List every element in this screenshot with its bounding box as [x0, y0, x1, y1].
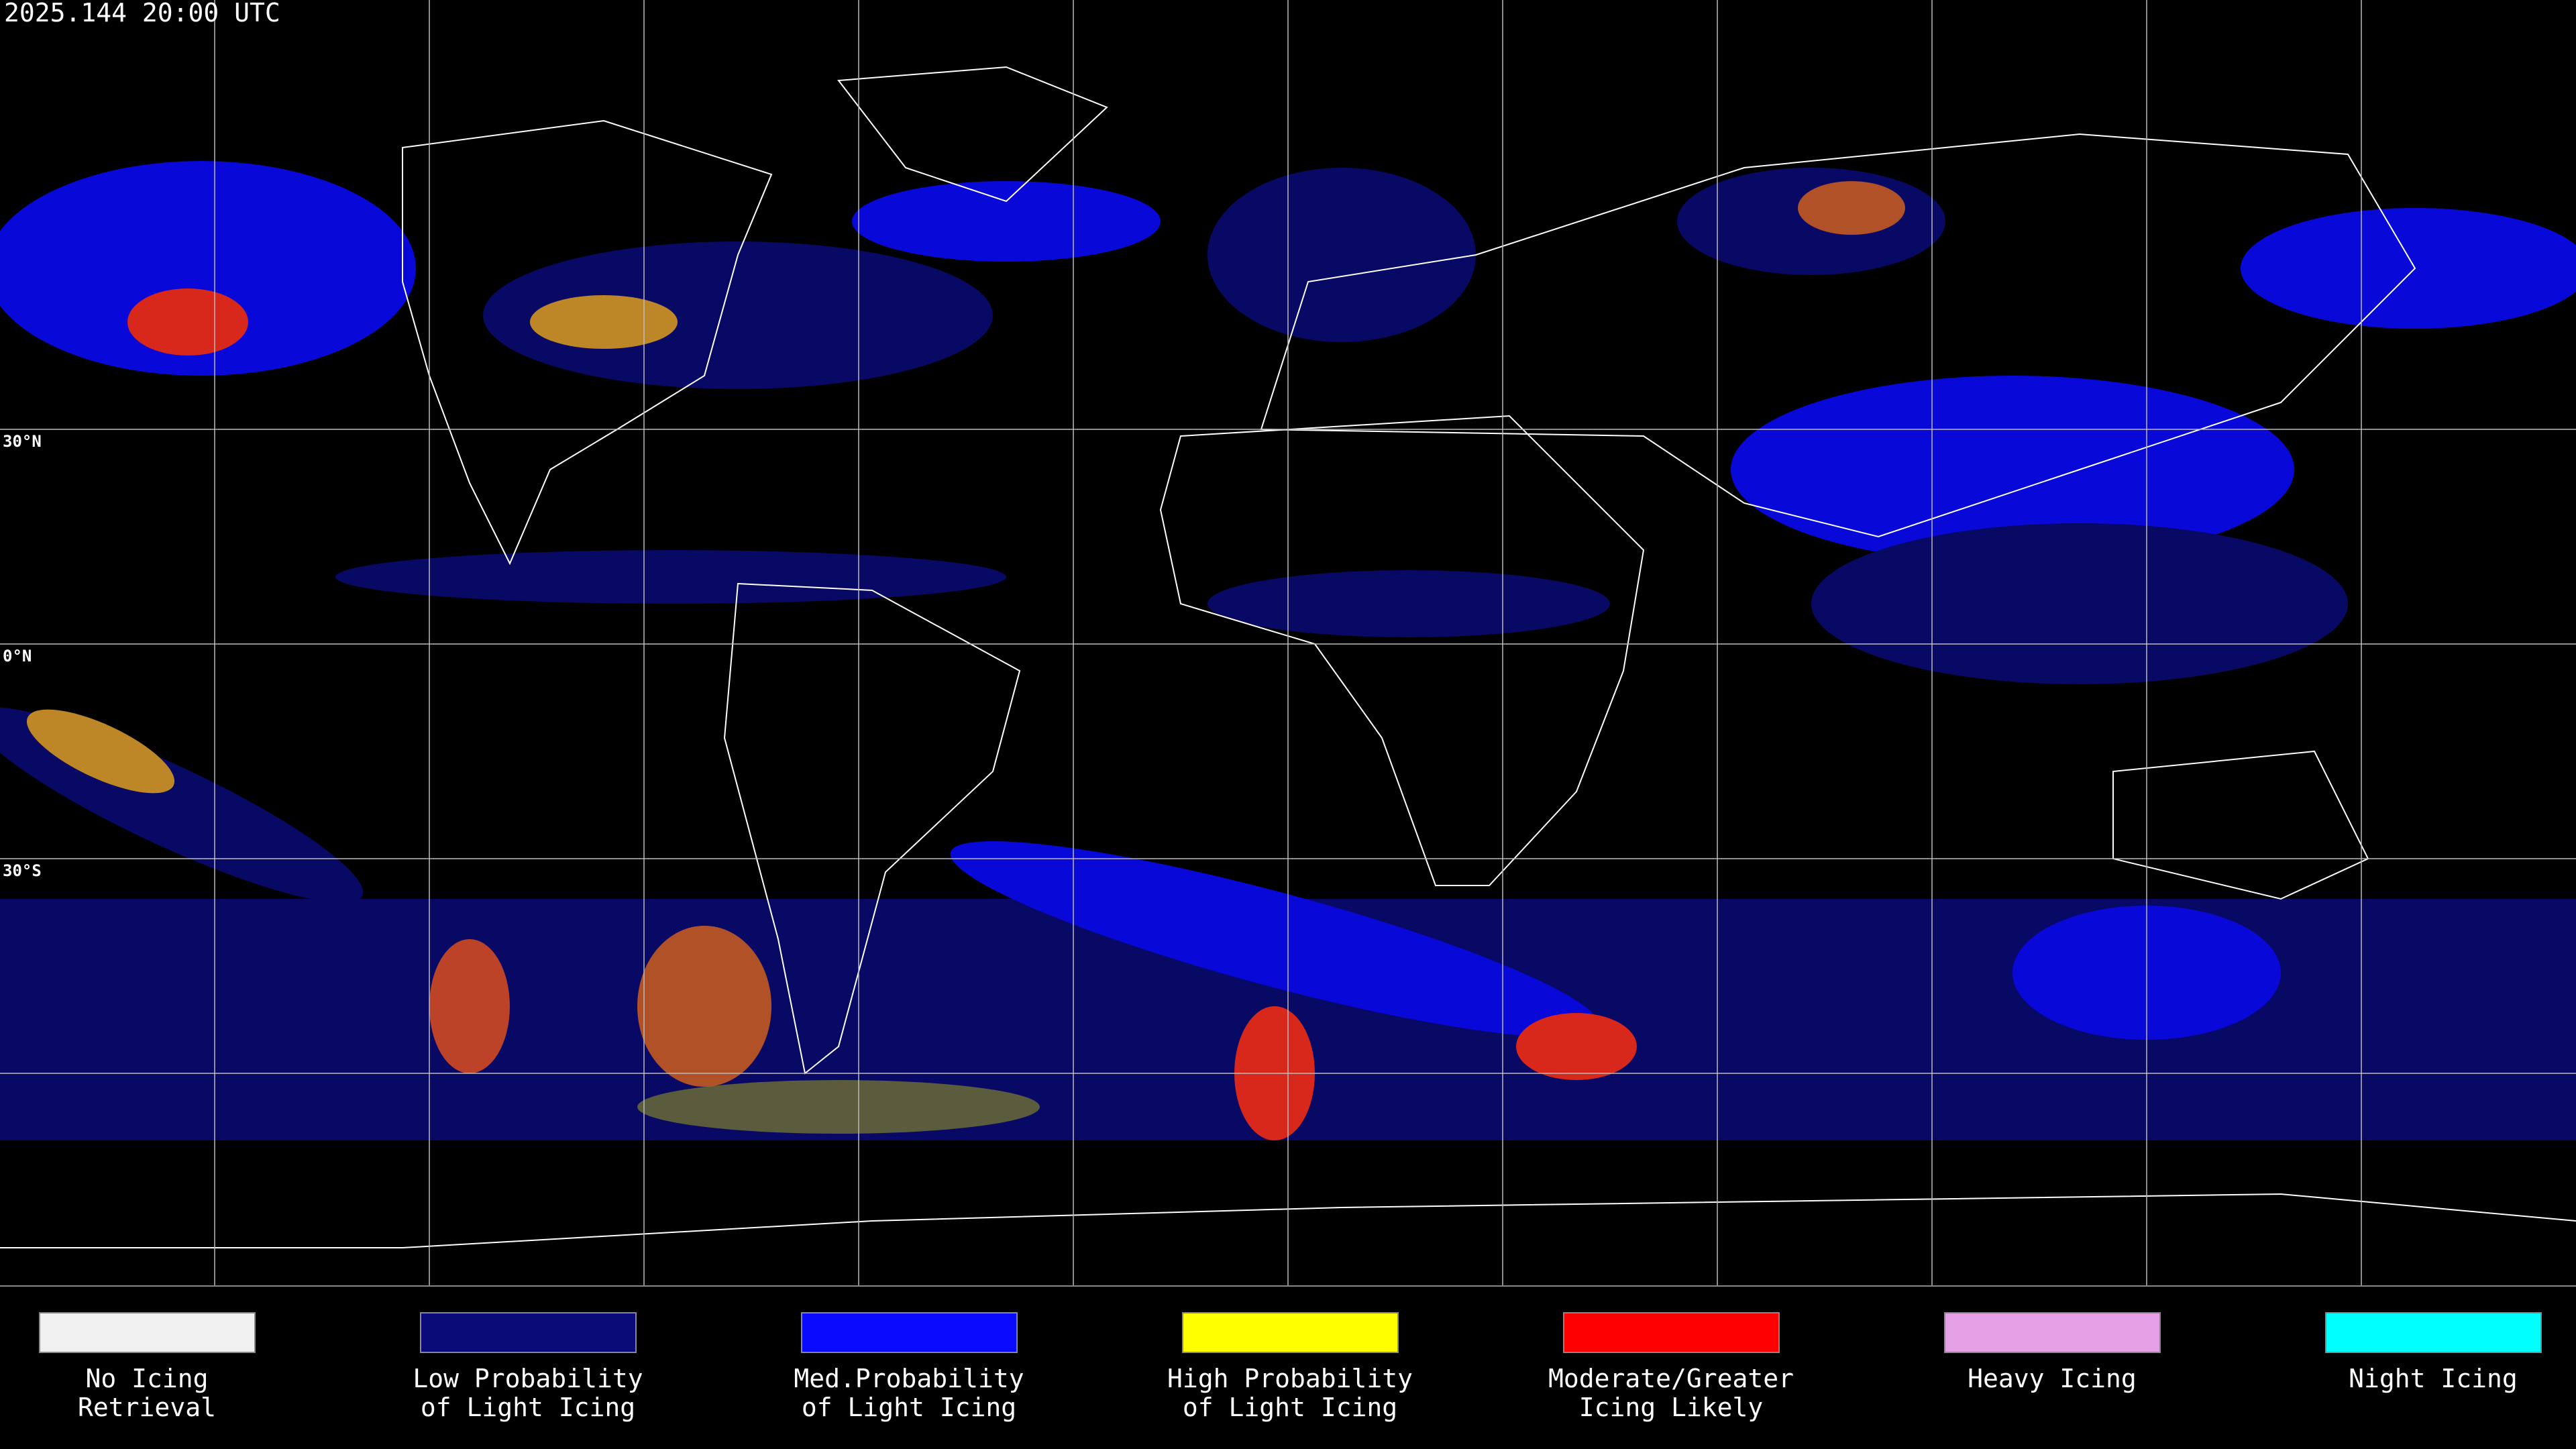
legend-label: Icing Likely — [1579, 1393, 1764, 1422]
latitude-label: 30°S — [3, 861, 42, 880]
legend-label: Heavy Icing — [1968, 1364, 2137, 1393]
legend-label: Med.Probability — [794, 1364, 1024, 1393]
cloud-area — [852, 181, 1161, 262]
legend-swatch — [1563, 1312, 1780, 1353]
legend-label: Low Probability — [413, 1364, 643, 1393]
legend-label: No Icing — [85, 1364, 208, 1393]
legend-item: Night Icing — [2325, 1312, 2542, 1393]
legend-item: Heavy Icing — [1944, 1312, 2161, 1393]
legend-label: Retrieval — [78, 1393, 216, 1422]
legend-label: Night Icing — [2349, 1364, 2518, 1393]
legend-label: of Light Icing — [802, 1393, 1016, 1422]
latitude-labels: 30°N 0°N 30°S — [3, 432, 42, 880]
cloud-area — [1208, 570, 1610, 637]
cloud-area — [335, 550, 1006, 604]
coastline — [2112, 750, 2369, 900]
cloud-area — [530, 295, 678, 349]
cloud-area — [637, 926, 771, 1087]
cloud-area — [127, 288, 248, 356]
coastline — [0, 1193, 2576, 1248]
legend-label: High Probability — [1167, 1364, 1413, 1393]
coastlines — [0, 66, 2576, 1248]
legend-swatch — [39, 1312, 256, 1353]
timestamp: 2025.144 20:00 UTC — [4, 0, 280, 28]
latitude-label: 0°N — [3, 647, 32, 665]
legend-label: Moderate/Greater — [1548, 1364, 1794, 1393]
cloud-area — [1731, 376, 2294, 564]
cloud-area — [26, 709, 175, 794]
coastline — [723, 582, 1021, 1075]
coastline — [837, 66, 1108, 203]
coastline — [1159, 415, 1645, 886]
cloud-area — [1798, 181, 1905, 235]
legend-swatch — [420, 1312, 637, 1353]
legend-swatch — [2325, 1312, 2542, 1353]
cloud-area — [1208, 168, 1476, 342]
latitude-label: 30°N — [3, 432, 42, 451]
coastline — [402, 119, 773, 566]
legend-swatch — [801, 1312, 1018, 1353]
cloud-area — [950, 841, 1599, 1038]
cloud-area — [483, 241, 993, 389]
cloud-area — [0, 161, 416, 376]
legend-label: of Light Icing — [421, 1393, 635, 1422]
cloud-area — [429, 939, 510, 1073]
cloud-area — [1516, 1013, 1637, 1080]
coastline — [1260, 133, 2416, 538]
graticule — [0, 0, 2576, 1286]
legend-label: of Light Icing — [1183, 1393, 1397, 1422]
cloud-area — [637, 1080, 1040, 1134]
legend-swatch — [1944, 1312, 2161, 1353]
cloud-area — [2241, 208, 2576, 329]
legend-swatch — [1182, 1312, 1399, 1353]
cloud-area — [1811, 523, 2348, 684]
